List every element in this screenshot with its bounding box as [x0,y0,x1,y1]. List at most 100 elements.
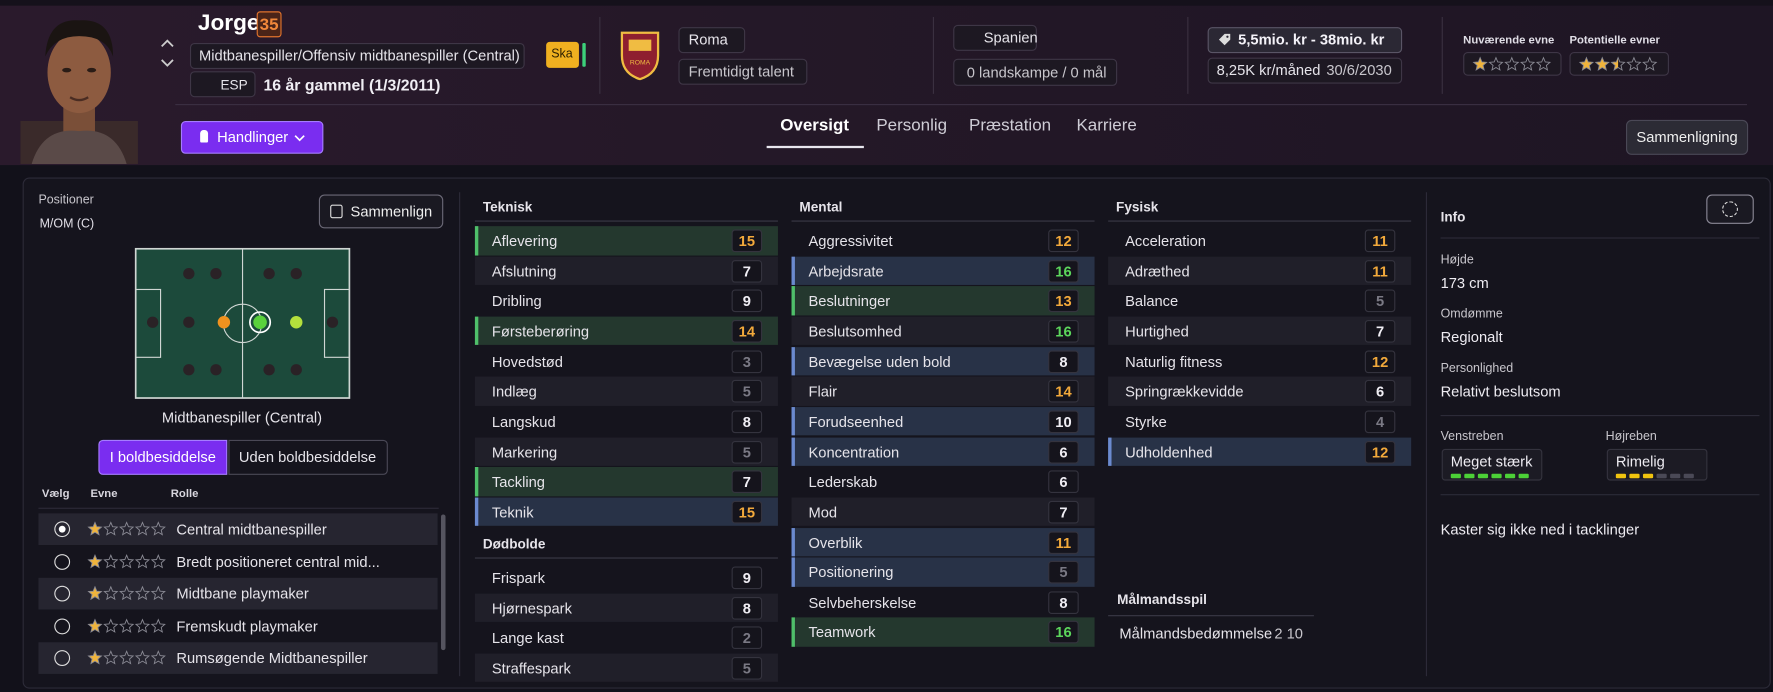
info-icon [1722,201,1738,218]
foot-segment [1670,473,1681,479]
attribute-name: Selvbeherskelse [808,593,917,611]
info-rule [1440,237,1760,239]
toggle-label[interactable]: I boldbesiddelse [109,448,216,466]
attribute-name: Koncentration [808,443,900,461]
nav-arrows[interactable] [159,36,175,70]
role-name: Rumsøgende Midtbanespiller [176,649,368,667]
attribute-value: 7 [1059,503,1068,521]
compare-button[interactable] [1626,119,1749,155]
attribute-name: Positionering [808,563,894,581]
radio[interactable] [54,650,71,667]
attribute-value-box [1364,350,1396,373]
compare-small-label[interactable]: Sammenlign [350,202,433,220]
toggle-label[interactable]: Uden boldbesiddelse [238,448,377,466]
attribute-name: Langskud [491,413,556,431]
attribute-value-box [1364,319,1396,343]
attribute-value-box [1048,500,1079,524]
ability-box [1463,52,1562,76]
attribute-value: 8 [1059,352,1068,370]
foot-label: Venstreben [1440,429,1504,444]
attribute-value-box [1048,561,1079,584]
foot-segment [1518,473,1529,479]
attribute-value-box [1048,410,1079,433]
toggle-on[interactable] [98,439,228,475]
foot-label: Højreben [1605,429,1657,444]
attribute-value: 16 [1055,322,1072,340]
attribute-value-box [731,350,763,373]
player-name: Jorge [197,10,260,36]
chevron [294,135,305,142]
toggle-off[interactable] [228,439,388,475]
tab[interactable]: Personlig [876,115,948,136]
group-rule [1108,220,1412,222]
info-label: Højde [1440,253,1474,267]
attribute-value-box [1048,591,1079,614]
compare-label[interactable]: Sammenligning [1636,128,1738,146]
country: Spanien [983,28,1038,46]
compare-small-button[interactable] [318,194,444,229]
radio[interactable] [54,617,71,634]
attribute-value: 6 [1059,473,1068,491]
attribute-row [791,557,1095,587]
attribute-row [1108,316,1412,346]
column-header: Vælg [41,487,70,501]
info-rule [1440,494,1760,496]
attribute-name: Lange kast [491,629,564,647]
player-photo [20,20,138,164]
foot-segment [1477,473,1489,479]
attribute-value: 14 [1055,383,1072,400]
attribute-value: 10 [1055,413,1072,431]
attribute-row [791,316,1095,346]
position-box [189,42,525,69]
attribute-value: 11 [1055,533,1072,551]
group-rule [1108,615,1314,617]
attribute-row [791,437,1095,466]
attribute-name: Målmandsbedømmelse [1119,624,1273,642]
attribute-value-box [1048,380,1079,403]
attribute-row [474,467,778,497]
club: Roma [688,31,728,49]
attribute-value: 9 [742,569,751,587]
attribute-value-box [731,380,763,403]
status: Ska [551,47,573,62]
attribute-row [474,593,778,623]
radio[interactable] [54,553,71,570]
attribute-value-box [731,596,763,620]
value-box [1207,27,1403,54]
attribute-value-box [1048,319,1079,343]
attribute-row [1108,376,1412,406]
star-rating [87,617,166,633]
attribute-value: 8 [1059,593,1068,611]
tab[interactable]: Oversigt [780,115,850,136]
status-badge [546,41,579,68]
potential-box [1569,52,1669,76]
radio[interactable] [54,521,71,538]
nation-box [189,71,256,98]
transfer-value: 5,5mio. kr - 38mio. kr [1238,31,1385,49]
attribute-value: 11 [1372,262,1388,280]
foot-segment [1450,473,1461,479]
tag-icon [1218,33,1231,46]
attribute-name: Afslutning [491,262,557,280]
potential-label: Potentielle evner [1569,34,1660,47]
scrollbar[interactable] [440,514,446,651]
attribute-value: 2 [742,629,751,647]
rating: 35 [259,15,279,35]
attribute-row [791,346,1095,376]
tab[interactable]: Karriere [1076,115,1137,136]
role-name: Fremskudt playmaker [176,617,318,635]
club-logo: ROMA [620,31,660,81]
tab[interactable]: Præstation [969,115,1052,136]
radio[interactable] [54,585,71,602]
attribute-name: Acceleration [1125,232,1206,250]
attribute-value-box [731,229,763,253]
attribute-row [474,256,778,286]
attribute-name: Balance [1125,292,1179,310]
person-icon [200,130,209,143]
attribute-row [791,256,1095,286]
attribute-value-box [1364,380,1396,403]
divider [1425,192,1427,677]
foot-segment [1656,473,1667,479]
attribute-name: Arbejdsrate [808,262,884,280]
